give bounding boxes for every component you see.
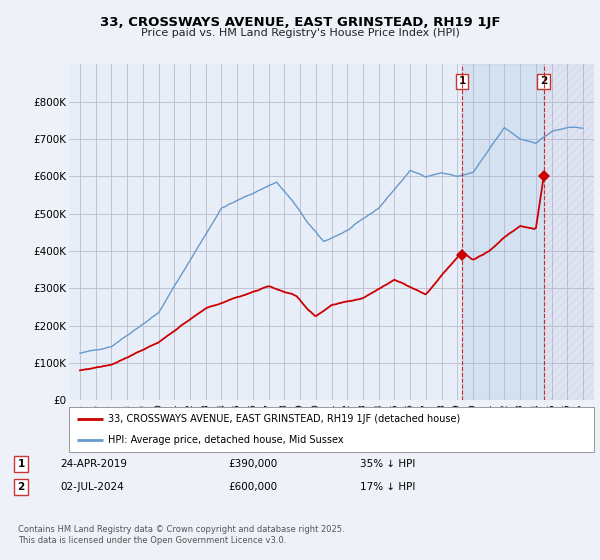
Text: 2: 2: [17, 482, 25, 492]
Text: 2: 2: [540, 76, 547, 86]
Text: Contains HM Land Registry data © Crown copyright and database right 2025.
This d: Contains HM Land Registry data © Crown c…: [18, 525, 344, 545]
Text: 33, CROSSWAYS AVENUE, EAST GRINSTEAD, RH19 1JF: 33, CROSSWAYS AVENUE, EAST GRINSTEAD, RH…: [100, 16, 500, 29]
Text: 02-JUL-2024: 02-JUL-2024: [60, 482, 124, 492]
Text: 35% ↓ HPI: 35% ↓ HPI: [360, 459, 415, 469]
Text: £600,000: £600,000: [228, 482, 277, 492]
Text: Price paid vs. HM Land Registry's House Price Index (HPI): Price paid vs. HM Land Registry's House …: [140, 28, 460, 38]
Text: 1: 1: [17, 459, 25, 469]
Bar: [462, 64, 544, 400]
Text: 1: 1: [458, 76, 466, 86]
Text: 33, CROSSWAYS AVENUE, EAST GRINSTEAD, RH19 1JF (detached house): 33, CROSSWAYS AVENUE, EAST GRINSTEAD, RH…: [109, 414, 461, 424]
Text: 17% ↓ HPI: 17% ↓ HPI: [360, 482, 415, 492]
Bar: [544, 64, 594, 400]
Text: HPI: Average price, detached house, Mid Sussex: HPI: Average price, detached house, Mid …: [109, 435, 344, 445]
Text: £390,000: £390,000: [228, 459, 277, 469]
Text: 24-APR-2019: 24-APR-2019: [60, 459, 127, 469]
